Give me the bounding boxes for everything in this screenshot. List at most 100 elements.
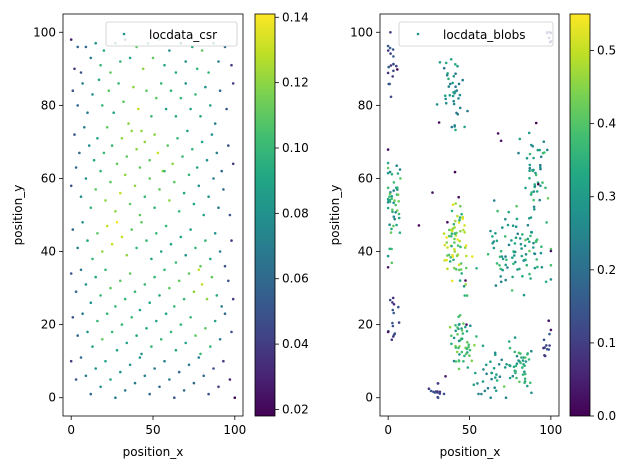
data-point <box>186 129 189 133</box>
data-point <box>444 61 448 65</box>
data-point <box>125 155 129 158</box>
data-point <box>458 218 461 222</box>
data-point <box>453 125 457 128</box>
data-point <box>388 247 391 251</box>
x-tick-label: 0 <box>67 423 75 437</box>
data-point <box>119 279 122 283</box>
data-point <box>168 199 171 202</box>
data-point <box>388 170 392 174</box>
data-point <box>457 82 461 86</box>
data-point <box>457 359 461 363</box>
data-point <box>499 280 503 284</box>
data-point <box>437 121 441 124</box>
data-point <box>86 239 89 242</box>
y-ticks-right: 0 20 40 60 80 100 <box>350 25 380 405</box>
data-point <box>388 82 392 86</box>
data-point <box>446 220 449 224</box>
data-point <box>390 247 393 251</box>
data-point <box>171 162 174 166</box>
data-point <box>492 246 496 250</box>
data-point <box>462 285 466 288</box>
data-point <box>140 352 143 356</box>
data-point <box>529 277 532 280</box>
data-point <box>130 129 133 133</box>
y-axis-label-right: position_y <box>328 185 342 246</box>
data-point <box>532 241 535 245</box>
data-point <box>91 257 94 261</box>
data-point <box>132 85 135 89</box>
data-point <box>74 378 78 381</box>
data-point <box>514 370 517 373</box>
data-point <box>519 361 522 365</box>
data-point <box>508 363 511 367</box>
data-point <box>538 198 541 202</box>
data-point <box>462 360 465 363</box>
data-point <box>450 244 453 248</box>
data-point <box>114 396 117 400</box>
data-point <box>460 212 463 216</box>
data-point <box>391 210 394 214</box>
data-point <box>109 180 112 184</box>
data-point <box>460 337 464 341</box>
data-point <box>444 101 448 105</box>
data-point <box>217 385 220 389</box>
data-point <box>104 199 107 202</box>
data-point <box>489 229 492 233</box>
data-point <box>540 245 543 248</box>
data-point <box>436 396 440 400</box>
data-point <box>518 237 522 240</box>
data-point <box>233 396 237 400</box>
data-point <box>391 308 395 312</box>
data-point <box>534 121 538 125</box>
data-point <box>459 229 462 233</box>
data-point <box>143 374 147 378</box>
data-point <box>445 73 449 77</box>
data-point <box>447 234 451 238</box>
data-point <box>454 219 457 223</box>
data-point <box>546 197 550 200</box>
data-point <box>153 133 156 136</box>
data-point <box>494 353 497 357</box>
data-point <box>456 64 459 68</box>
data-point <box>143 195 147 198</box>
x-axis-label-left: position_x <box>123 445 184 459</box>
data-point <box>504 396 508 400</box>
data-point <box>455 231 458 235</box>
data-point <box>461 78 465 82</box>
data-point <box>89 301 93 305</box>
data-point <box>513 254 516 257</box>
data-point <box>91 345 94 348</box>
data-point <box>394 186 398 190</box>
data-point <box>457 195 461 199</box>
data-point <box>386 161 390 165</box>
data-point <box>99 169 102 173</box>
legend-label-left: locdata_csr <box>149 28 217 42</box>
data-point <box>217 206 220 209</box>
data-point <box>191 147 194 151</box>
data-point <box>120 137 124 140</box>
data-point <box>547 319 550 323</box>
data-point <box>99 63 102 67</box>
data-point <box>192 290 196 294</box>
data-point <box>392 303 396 306</box>
data-point <box>202 213 205 217</box>
data-point <box>197 356 201 359</box>
data-point <box>397 200 401 203</box>
data-point <box>462 322 465 325</box>
data-point <box>215 151 219 155</box>
data-point <box>508 346 512 350</box>
data-point <box>138 308 142 312</box>
data-point <box>450 229 454 233</box>
data-point <box>101 250 104 253</box>
data-point <box>397 216 401 220</box>
data-point <box>148 158 151 162</box>
data-point <box>463 246 467 249</box>
data-point <box>499 139 503 143</box>
data-point <box>442 392 446 396</box>
data-point <box>539 163 542 167</box>
data-point <box>140 129 143 133</box>
data-point <box>213 122 217 125</box>
data-point <box>524 238 527 242</box>
data-point <box>91 93 94 96</box>
data-point <box>94 275 97 279</box>
